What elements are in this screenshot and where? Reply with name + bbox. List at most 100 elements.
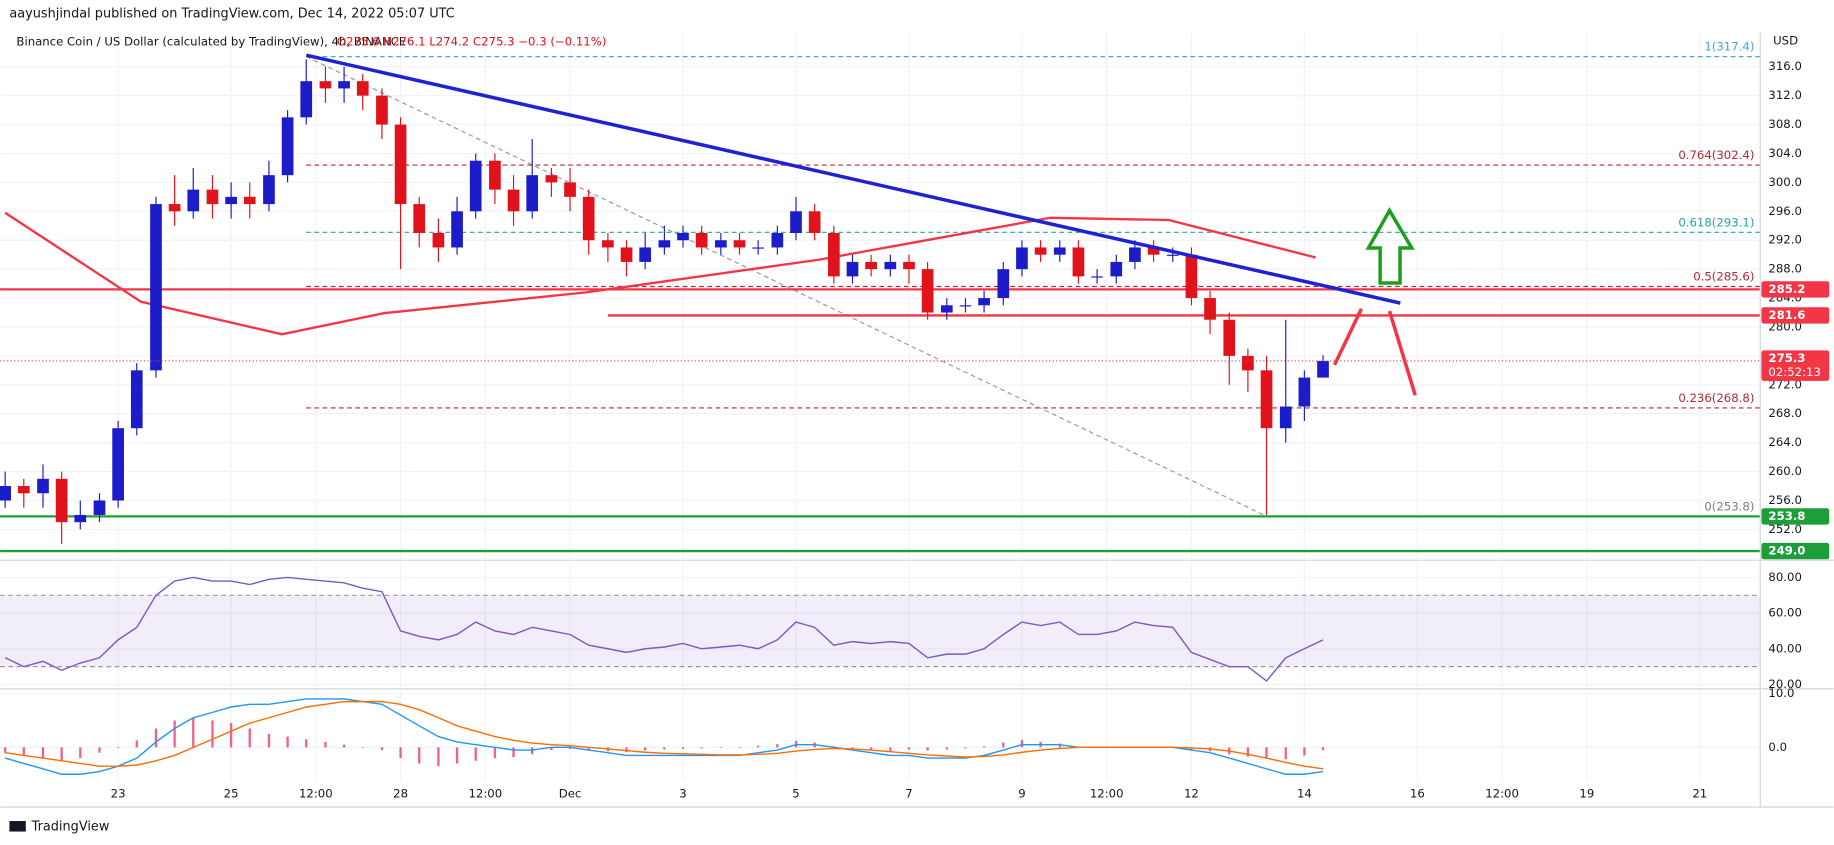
price-axis-bg: [1760, 32, 1834, 807]
histogram-bar: [1246, 747, 1250, 757]
x-tick-label: 12:00: [468, 787, 502, 801]
histogram-bar: [869, 747, 873, 751]
y-tick-label: 304.0: [1768, 146, 1801, 160]
histogram-bar: [587, 747, 590, 751]
candle-body: [978, 298, 990, 306]
histogram-bar: [342, 744, 346, 748]
candle-body: [959, 305, 972, 307]
histogram-bar: [512, 747, 515, 758]
histogram-bar: [756, 745, 760, 748]
histogram-bar: [889, 747, 892, 752]
x-tick-label: Dec: [559, 787, 582, 801]
candle-body: [884, 261, 897, 270]
candle-body: [620, 247, 633, 262]
x-tick-label: 3: [679, 787, 686, 801]
candle-body: [695, 233, 708, 248]
y-tick-label: 316.0: [1768, 59, 1801, 73]
price-marker: [1761, 542, 1830, 560]
price-marker-label: 253.8: [1768, 509, 1805, 523]
candle-body: [639, 247, 652, 262]
histogram-bar: [907, 747, 911, 750]
candle-body: [1034, 247, 1047, 255]
histogram-bar: [982, 746, 986, 748]
candle-body: [545, 175, 558, 183]
x-tick-label: 12:00: [1485, 787, 1519, 801]
candle-body: [225, 196, 237, 205]
histogram-bar: [1303, 747, 1306, 756]
histogram-bar: [229, 723, 233, 748]
indicator-line: [5, 700, 1324, 770]
green-arrow: [1365, 207, 1415, 285]
histogram-bar: [211, 720, 214, 748]
candle-body: [715, 240, 727, 248]
candle-body: [846, 261, 859, 277]
histogram-bar: [135, 740, 138, 748]
histogram-bar: [22, 747, 25, 756]
red-arrow-up: [1332, 308, 1364, 366]
candle-body: [413, 204, 426, 234]
candle-body: [921, 269, 934, 313]
price-marker: [1761, 281, 1830, 298]
x-tick-label: 5: [792, 787, 799, 801]
x-tick-label: 23: [111, 787, 126, 801]
histogram-bar: [3, 747, 7, 753]
y-tick-label: 288.0: [1768, 262, 1801, 276]
candle-body: [489, 160, 501, 190]
price-marker: [1761, 508, 1830, 525]
candle-body: [376, 95, 388, 125]
histogram-bar: [248, 728, 251, 748]
x-tick-label: 12: [1184, 787, 1199, 801]
candle-body: [677, 233, 689, 241]
last-price-label: 275.3: [1768, 351, 1805, 365]
candle-body: [1129, 247, 1141, 262]
histogram-bar: [719, 747, 723, 748]
histogram-bar: [493, 747, 497, 759]
candle-body: [507, 189, 520, 212]
histogram-bar: [1058, 743, 1061, 748]
histogram-bar: [663, 747, 666, 750]
y-tick-label: 296.0: [1768, 204, 1801, 218]
x-tick-label: 16: [1410, 787, 1425, 801]
candle-body: [187, 189, 200, 212]
moving-average: [4, 211, 1316, 336]
y-tick-label: 292.0: [1768, 233, 1801, 247]
candle-body: [1166, 254, 1179, 256]
y-tick-label: 260.0: [1768, 464, 1801, 478]
candle-body: [394, 124, 407, 205]
candle-body: [827, 233, 840, 277]
histogram-bar: [116, 747, 120, 748]
candle-body: [1317, 360, 1329, 378]
histogram-bar: [455, 747, 459, 764]
histogram-bar: [267, 733, 271, 748]
axis-layer: 23 25 12:00 28 12:00 Dec 3 5 7 9 12:00 12 14 16 12:00 1…: [0, 32, 1834, 808]
indicator-line: [4, 576, 1324, 682]
rsi-band: [0, 595, 1761, 667]
candle-body: [1204, 298, 1216, 320]
candle-body: [865, 261, 877, 270]
candle-body: [733, 240, 746, 248]
candle-body: [997, 269, 1010, 299]
histogram-bar: [154, 728, 158, 748]
histogram-bar: [418, 747, 421, 764]
candle-body: [356, 81, 369, 96]
candle-body: [1110, 261, 1123, 277]
candle-body: [168, 204, 181, 212]
candle-body: [55, 478, 68, 523]
histogram-bar: [98, 747, 101, 753]
x-tick-label: 9: [1018, 787, 1025, 801]
candle-body: [150, 204, 162, 371]
candle-body: [130, 370, 143, 429]
plot-layer: 1(317.4) 0.764(302.4) 0.618(293.1) 0.5(285.…: [0, 40, 1761, 775]
y-tick-label: 268.0: [1768, 406, 1801, 420]
y-tick-label: 256.0: [1768, 493, 1801, 507]
candle-body: [658, 240, 671, 248]
histogram-bar: [700, 747, 703, 749]
trendline: [305, 53, 1401, 305]
candle-body: [469, 160, 482, 212]
candle-body: [582, 196, 595, 241]
logo-mark: [9, 821, 26, 832]
histogram-bar: [41, 747, 45, 759]
y-tick-label: 300.0: [1768, 175, 1801, 189]
publisher: aayushjindal published on TradingView.co…: [9, 7, 454, 22]
